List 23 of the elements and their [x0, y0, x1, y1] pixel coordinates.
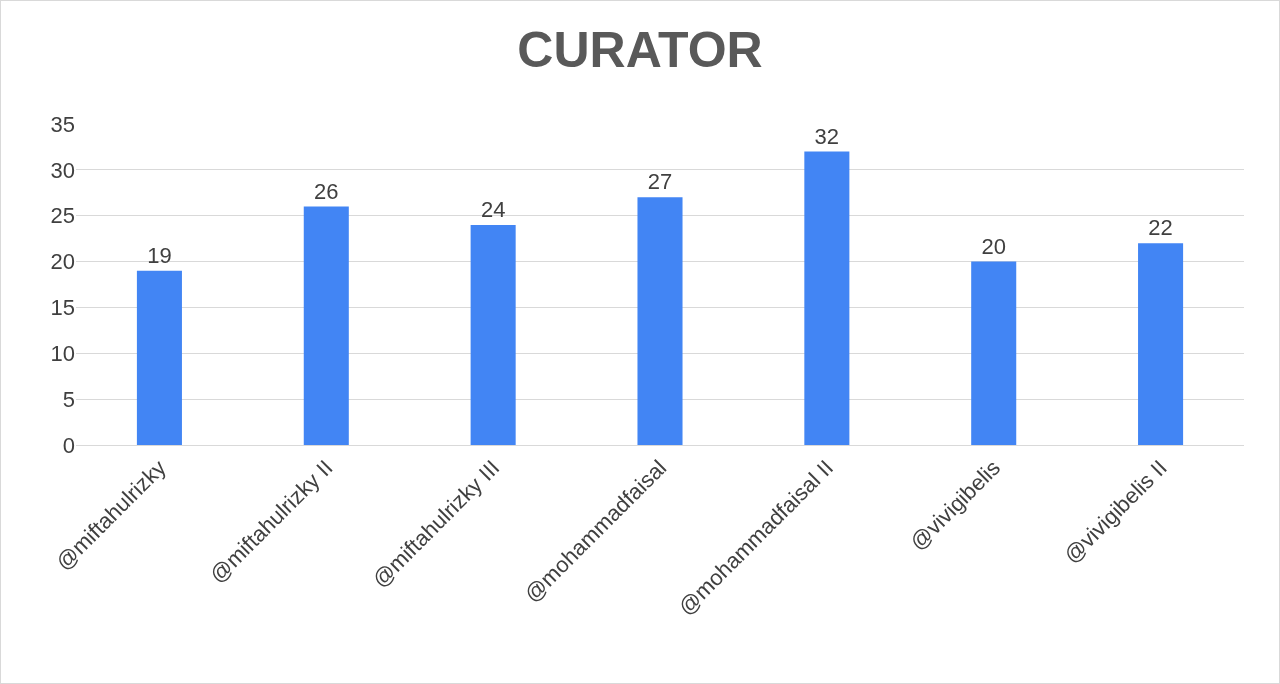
- y-tick-label: 10: [50, 340, 75, 366]
- data-label: 32: [814, 123, 840, 149]
- y-tick-label: 5: [62, 386, 75, 412]
- data-label: 24: [480, 196, 506, 222]
- bar: [1138, 243, 1184, 445]
- data-label: 27: [647, 169, 673, 195]
- y-tick-label: 30: [50, 157, 75, 183]
- data-label: 26: [314, 178, 339, 204]
- bar: [136, 270, 182, 445]
- y-tick-label: 20: [50, 249, 75, 275]
- y-tick-label: 0: [62, 432, 75, 458]
- y-tick-label: 15: [50, 295, 75, 321]
- bar: [804, 151, 850, 445]
- bar: [470, 224, 516, 445]
- data-label: 22: [1148, 215, 1173, 241]
- bar: [637, 197, 683, 445]
- bar: [971, 261, 1017, 445]
- y-tick-label: 25: [50, 203, 75, 229]
- chart-title: CURATOR: [517, 21, 763, 78]
- data-label: 20: [981, 233, 1006, 259]
- y-tick-label: 35: [50, 111, 75, 137]
- bar: [303, 206, 349, 445]
- data-label: 19: [147, 242, 172, 268]
